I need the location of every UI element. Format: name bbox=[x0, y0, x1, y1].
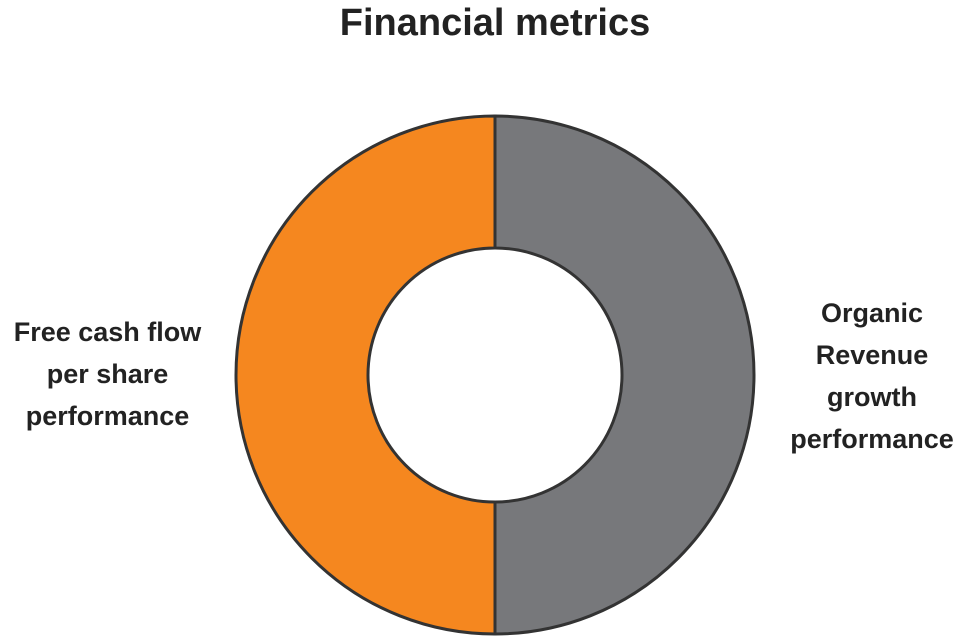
donut-slice-1 bbox=[234, 114, 497, 636]
donut-slice-0 bbox=[493, 114, 756, 636]
label-line: Free cash flow bbox=[13, 317, 202, 347]
chart-title: Financial metrics bbox=[339, 2, 651, 44]
label-line: per share bbox=[46, 359, 169, 389]
label-line: Revenue bbox=[815, 340, 929, 370]
slice-label-free-cash-flow: Free cash flow per share performance bbox=[0, 311, 215, 437]
label-line: growth bbox=[827, 382, 917, 412]
label-line: Organic bbox=[820, 298, 924, 328]
label-line: performance bbox=[25, 401, 190, 431]
label-line: performance bbox=[790, 424, 954, 454]
slice-label-organic-revenue: Organic Revenue growth performance bbox=[772, 292, 969, 460]
